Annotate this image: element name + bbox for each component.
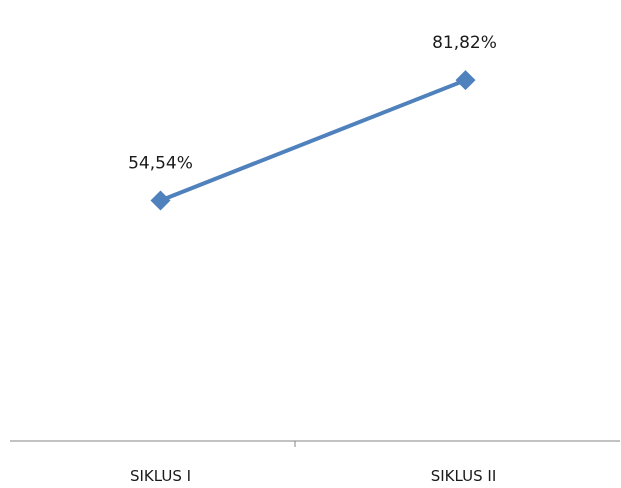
x-axis-tick-labels: SIKLUS I SIKLUS II <box>130 467 496 485</box>
x-tick-label: SIKLUS II <box>431 467 497 485</box>
data-label: 81,82% <box>432 33 497 53</box>
x-tick-label: SIKLUS I <box>130 467 191 485</box>
data-point-marker <box>150 190 171 211</box>
data-labels: 54,54% 81,82% <box>128 33 497 173</box>
data-point-marker <box>455 70 476 91</box>
series-line <box>158 78 468 203</box>
series-markers <box>150 70 476 211</box>
data-label: 54,54% <box>128 153 193 173</box>
